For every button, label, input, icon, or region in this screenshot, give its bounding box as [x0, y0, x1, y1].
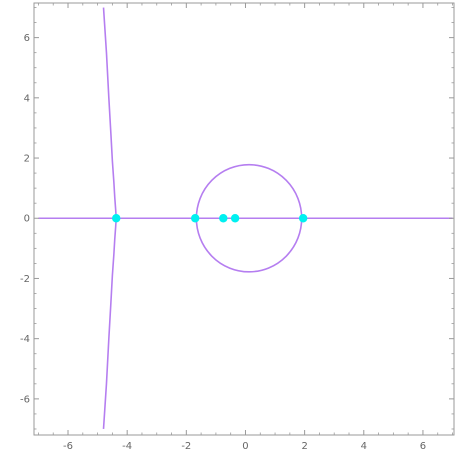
point-marker-3: [230, 214, 240, 223]
locus-branch-curve-1: [102, 218, 118, 430]
x-tick-label: 4: [361, 441, 367, 452]
ticks-layer: [34, 3, 454, 435]
point-marker-4: [298, 214, 308, 223]
y-tick-label: 6: [24, 33, 30, 44]
plot-frame: [33, 2, 455, 436]
point-marker-0: [112, 214, 121, 223]
locus-branch-curve-0: [102, 7, 118, 219]
x-tick-label: 0: [242, 441, 248, 452]
x-tick-label: -4: [122, 441, 132, 452]
tick-labels-layer: -6 -4 -2 0 2 4 6 -6 -4 -2 0 2 4 6: [20, 33, 426, 452]
x-tick-label: -2: [181, 441, 191, 452]
y-tick-label: -2: [20, 274, 30, 285]
point-marker-2: [219, 214, 228, 223]
y-tick-label: -6: [20, 394, 30, 405]
points-layer: [112, 214, 308, 223]
x-tick-label: -6: [63, 441, 73, 452]
y-tick-label: -4: [20, 334, 30, 345]
x-tick-label: 2: [301, 441, 307, 452]
y-tick-label: 4: [24, 93, 30, 104]
y-tick-label: 2: [24, 154, 30, 165]
y-tick-label: 0: [24, 214, 30, 225]
x-tick-label: 6: [420, 441, 426, 452]
point-marker-1: [190, 214, 200, 223]
